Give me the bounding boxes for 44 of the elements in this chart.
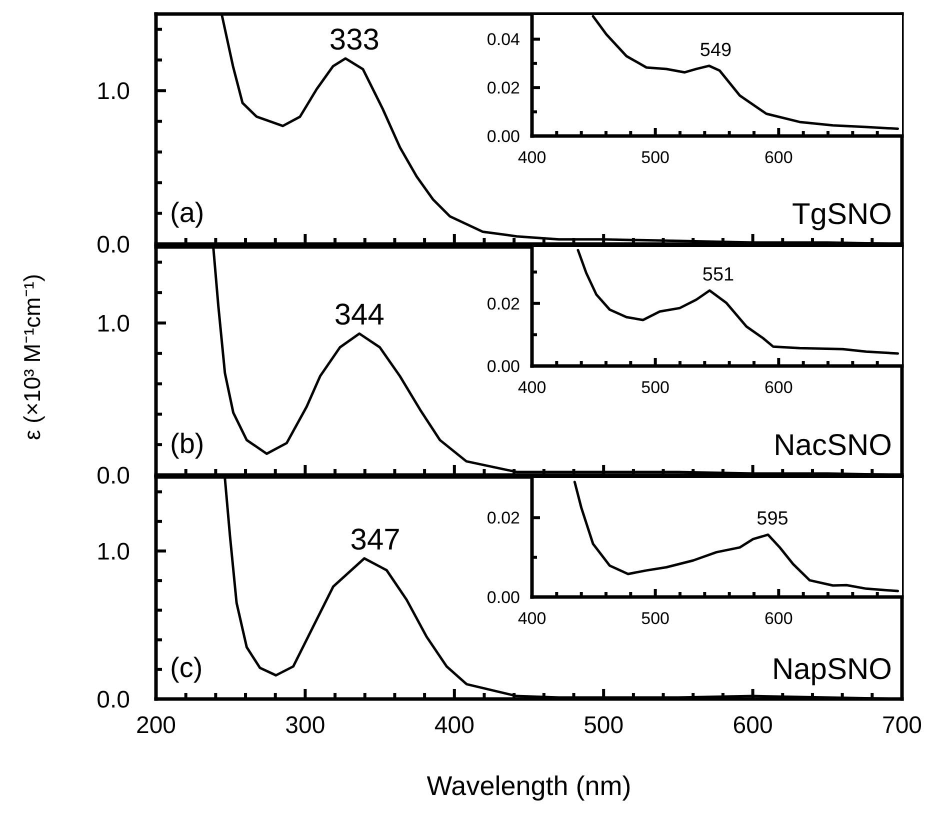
y-tick-label: 0.00 bbox=[486, 126, 520, 146]
y-tick-label: 1.0 bbox=[96, 310, 130, 338]
y-tick-label: 1.0 bbox=[96, 538, 130, 566]
annotation: (a) bbox=[170, 197, 204, 228]
y-tick-label: 0.00 bbox=[486, 588, 520, 607]
y-tick-label: 1.0 bbox=[96, 78, 130, 106]
y-tick-label: 0.00 bbox=[486, 356, 520, 376]
y-tick-label: 0.02 bbox=[486, 294, 520, 314]
annotation: 347 bbox=[350, 523, 400, 556]
y-tick-label: 0.02 bbox=[486, 78, 520, 98]
x-tick-label: 600 bbox=[764, 378, 793, 397]
x-tick-label: 500 bbox=[641, 378, 670, 397]
y-tick-label: 0.0 bbox=[96, 686, 130, 714]
annotation: 595 bbox=[756, 508, 788, 530]
x-tick-label: 300 bbox=[285, 712, 326, 739]
x-tick-label: 400 bbox=[434, 712, 474, 739]
x-tick-label: 500 bbox=[641, 609, 670, 628]
x-tick-label: 400 bbox=[518, 148, 546, 167]
line-series bbox=[573, 480, 900, 592]
x-tick-label: 600 bbox=[732, 712, 773, 739]
x-tick-label: 700 bbox=[882, 712, 922, 739]
annotation: 333 bbox=[329, 23, 380, 56]
annotation: (c) bbox=[170, 652, 203, 683]
y-tick-label: 0.0 bbox=[96, 231, 130, 258]
annotation: 551 bbox=[702, 264, 734, 286]
y-tick-label: 0.0 bbox=[96, 462, 130, 490]
annotation: TgSNO bbox=[792, 198, 892, 231]
x-tick-label: 400 bbox=[518, 609, 546, 628]
y-tick-label: 0.04 bbox=[486, 30, 520, 50]
annotation: NapSNO bbox=[772, 653, 892, 686]
y-axis-title: ε (×10³ M⁻¹cm⁻¹) bbox=[19, 274, 45, 440]
x-tick-label: 200 bbox=[136, 712, 176, 739]
line-series bbox=[576, 248, 900, 355]
x-tick-label: 500 bbox=[584, 712, 624, 739]
annotation: 549 bbox=[700, 40, 732, 61]
x-tick-label: 500 bbox=[641, 148, 670, 167]
x-tick-label: 400 bbox=[518, 378, 546, 397]
x-tick-label: 600 bbox=[764, 609, 793, 628]
annotation: 344 bbox=[334, 298, 384, 332]
x-axis-title: Wavelength (nm) bbox=[426, 771, 632, 801]
annotation: (b) bbox=[170, 428, 204, 459]
x-tick-label: 600 bbox=[764, 148, 793, 167]
y-tick-label: 0.02 bbox=[486, 508, 520, 528]
annotation: NacSNO bbox=[774, 429, 892, 462]
